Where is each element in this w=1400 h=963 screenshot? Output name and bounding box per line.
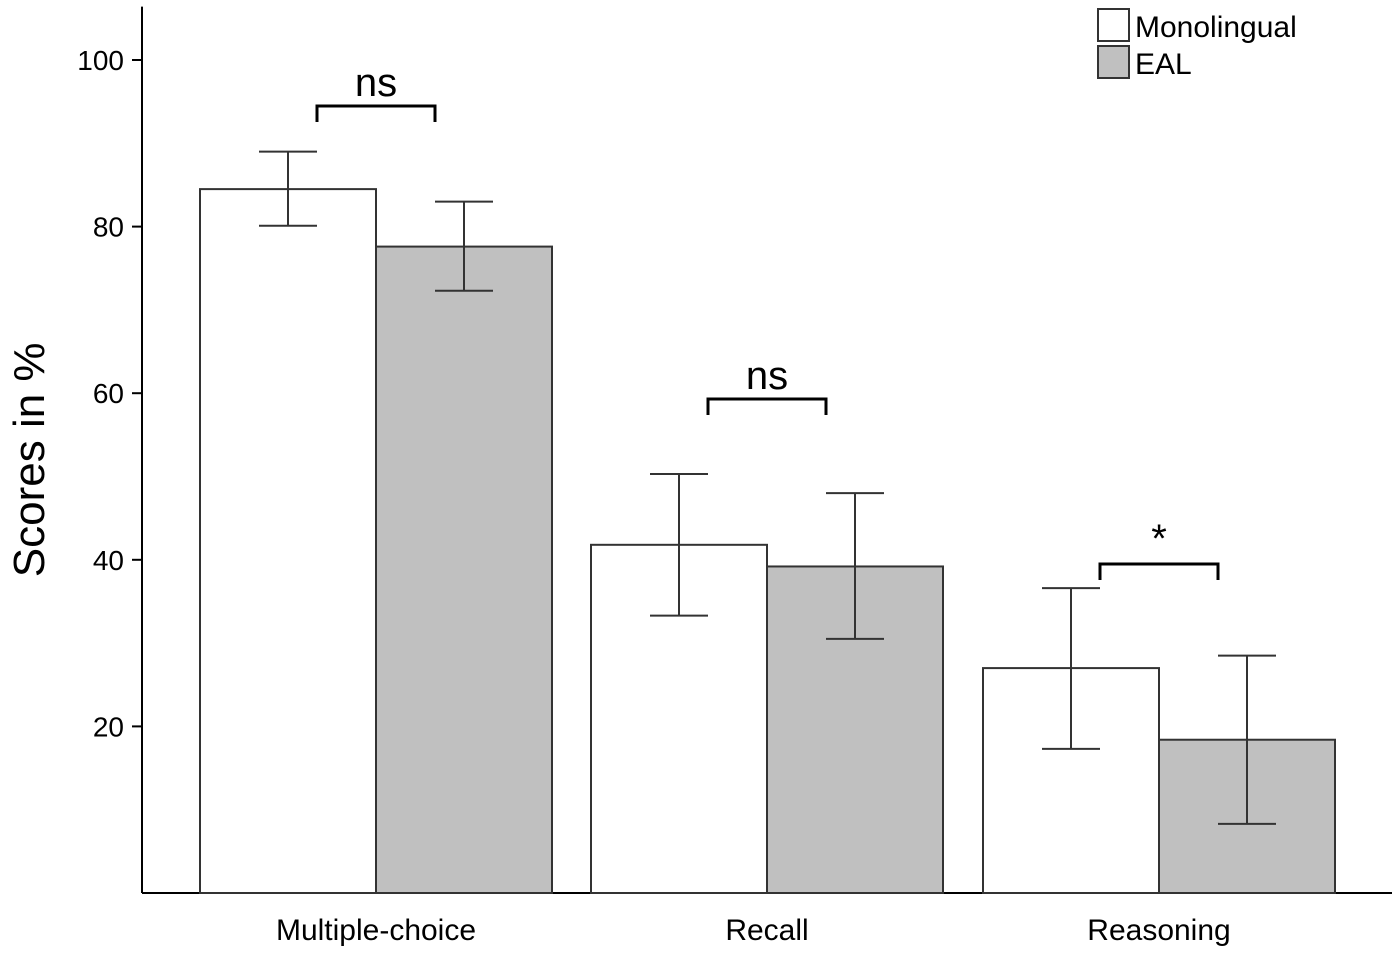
error-bar [826,492,884,640]
error-bars [259,150,1276,825]
category-labels: Multiple-choice Recall Reasoning [276,914,1231,947]
bar-eal-multiple-choice [375,245,553,895]
error-bar [1218,654,1276,825]
y-tick-label: 60 [93,378,124,409]
x-tick-label: Reasoning [1087,914,1230,947]
significance-label: ns [355,61,397,105]
legend-label: EAL [1135,48,1192,81]
error-bar [1042,587,1100,750]
significance-label: * [1151,517,1167,561]
error-bar [435,200,493,292]
significance-bracket [706,397,828,415]
legend-label: Monolingual [1135,11,1297,44]
y-axis-title: Scores in % [5,342,54,577]
x-tick-label: Multiple-choice [276,914,476,947]
x-tick-label: Recall [725,914,808,947]
error-bar [650,473,708,617]
significance-bracket [315,104,437,122]
significance-markers: ns ns * [315,61,1220,580]
y-tick-label: 80 [93,212,124,243]
legend-swatch [1097,45,1130,79]
legend: Monolingual EAL [1097,8,1297,81]
bar-monolingual-multiple-choice [199,188,377,895]
y-tick-label: 100 [77,45,124,76]
error-bar [259,150,317,227]
y-ticks: 20 40 60 80 100 [77,45,142,742]
legend-swatch [1097,8,1130,42]
y-tick-label: 20 [93,711,124,742]
significance-label: ns [746,354,788,398]
y-tick-label: 40 [93,545,124,576]
significance-bracket [1098,562,1220,580]
